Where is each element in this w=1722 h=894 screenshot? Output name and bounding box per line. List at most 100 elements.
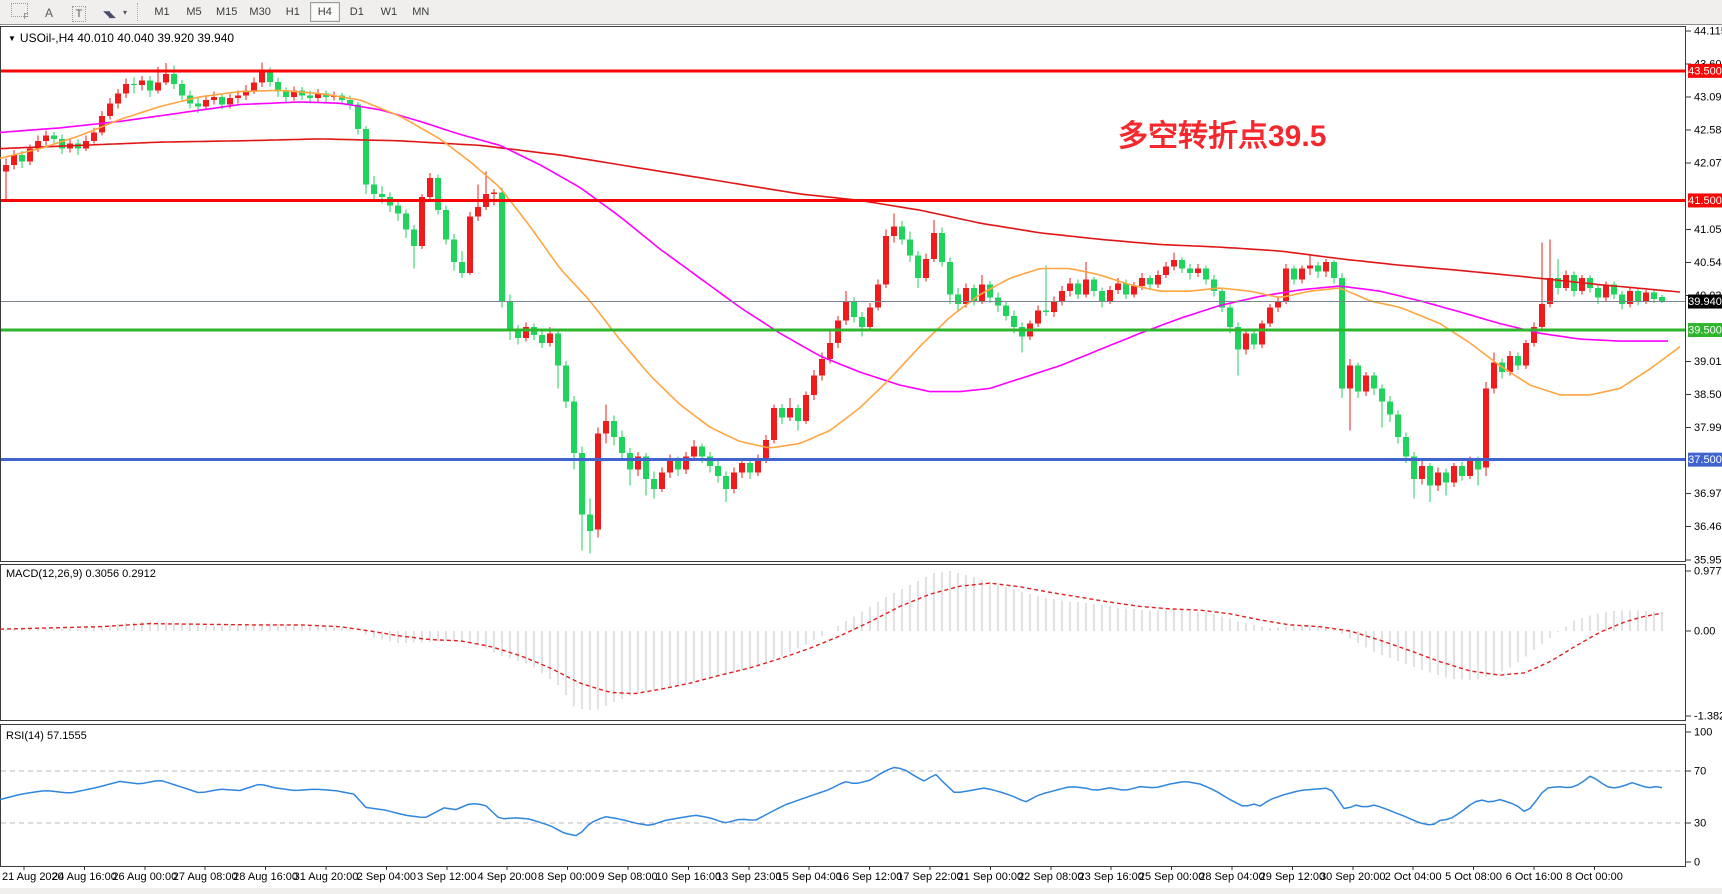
text-tool-icon[interactable]: T bbox=[68, 4, 90, 23]
svg-text:41.055: 41.055 bbox=[1694, 224, 1722, 236]
timeframe-button-w1[interactable]: W1 bbox=[374, 2, 404, 22]
timeframe-button-m5[interactable]: M5 bbox=[179, 2, 209, 22]
svg-text:43.500: 43.500 bbox=[1688, 65, 1722, 77]
time-label: 2 Oct 04:00 bbox=[1385, 871, 1442, 883]
svg-text:0: 0 bbox=[1694, 857, 1700, 869]
svg-text:37.995: 37.995 bbox=[1694, 422, 1722, 434]
time-label: 30 Sep 20:00 bbox=[1320, 871, 1385, 883]
time-label: 17 Sep 22:00 bbox=[897, 871, 962, 883]
symbol-ohlc-readout: USOil-,H4 40.010 40.040 39.920 39.940 bbox=[19, 31, 235, 45]
time-label: 31 Aug 20:00 bbox=[294, 871, 359, 883]
time-label: 24 Aug 16:00 bbox=[52, 871, 117, 883]
svg-text:38.505: 38.505 bbox=[1694, 389, 1722, 401]
macd-panel[interactable] bbox=[0, 564, 1686, 721]
timeframe-button-group: M1 M5 M15 M30 H1 H4 D1 W1 MN bbox=[146, 2, 437, 22]
time-label: 28 Aug 16:00 bbox=[233, 871, 298, 883]
svg-text:100: 100 bbox=[1694, 727, 1712, 739]
time-label: 5 Oct 08:00 bbox=[1445, 871, 1502, 883]
label-tool-icon-glyph: A bbox=[44, 5, 53, 20]
timeframe-button-m1[interactable]: M1 bbox=[147, 2, 177, 22]
svg-text:30: 30 bbox=[1694, 818, 1706, 830]
svg-text:39.500: 39.500 bbox=[1688, 325, 1722, 337]
time-label: 21 Aug 2020 bbox=[2, 871, 64, 883]
cursor-tool-caret-icon[interactable]: ▾ bbox=[123, 7, 128, 17]
rsi-line bbox=[0, 766, 1663, 837]
svg-text:36.975: 36.975 bbox=[1694, 488, 1722, 500]
svg-text:40.545: 40.545 bbox=[1694, 257, 1722, 269]
cursor-tool-icon-glyph: ◥◣ bbox=[103, 8, 116, 19]
time-label: 8 Sep 00:00 bbox=[538, 871, 597, 883]
candlestick-series bbox=[3, 62, 1665, 554]
time-label: 25 Sep 00:00 bbox=[1139, 871, 1204, 883]
macd-indicator-label: MACD(12,26,9) 0.3056 0.2912 bbox=[6, 568, 156, 580]
ma-magenta-line bbox=[0, 101, 1668, 393]
timeframe-button-m30[interactable]: M30 bbox=[244, 2, 275, 22]
time-label: 3 Sep 12:00 bbox=[417, 871, 476, 883]
time-label: 23 Sep 16:00 bbox=[1078, 871, 1143, 883]
rsi-axis: 100 70 30 0 bbox=[1686, 727, 1712, 869]
fibonacci-tool-icon[interactable] bbox=[8, 0, 30, 21]
ma-red-line bbox=[0, 138, 1681, 293]
time-label: 28 Sep 04:00 bbox=[1199, 871, 1264, 883]
time-label: 9 Sep 08:00 bbox=[598, 871, 657, 883]
timeframe-button-h4[interactable]: H4 bbox=[309, 2, 340, 22]
svg-text:0.00: 0.00 bbox=[1694, 626, 1715, 638]
price-badge-37.500: 37.500 bbox=[1688, 452, 1722, 467]
timeframe-button-m15[interactable]: M15 bbox=[211, 2, 242, 22]
main-panel[interactable] bbox=[0, 26, 1686, 562]
macd-histogram bbox=[5, 570, 1663, 711]
svg-text:43.095: 43.095 bbox=[1694, 92, 1722, 104]
time-label: 8 Oct 00:00 bbox=[1566, 871, 1623, 883]
svg-text:42.585: 42.585 bbox=[1694, 125, 1722, 137]
price-badge-39.940: 39.940 bbox=[1688, 294, 1722, 309]
timeframe-button-d1[interactable]: D1 bbox=[342, 2, 372, 22]
symbol-dropdown-icon[interactable]: ▼ bbox=[8, 34, 16, 43]
rsi-indicator-label: RSI(14) 57.1555 bbox=[6, 730, 87, 742]
fibonacci-tool-icon-glyph bbox=[10, 2, 29, 21]
cursor-tool-icon[interactable]: ◥◣ bbox=[98, 5, 120, 24]
drawing-tools-group: A T ◥◣ bbox=[0, 0, 120, 24]
time-label: 21 Sep 00:00 bbox=[958, 871, 1023, 883]
svg-text:41.500: 41.500 bbox=[1688, 195, 1722, 207]
svg-text:39.015: 39.015 bbox=[1694, 356, 1722, 368]
svg-text:-1.382: -1.382 bbox=[1694, 710, 1722, 722]
svg-text:70: 70 bbox=[1694, 766, 1706, 778]
toolbar-separator bbox=[137, 3, 139, 21]
label-tool-icon[interactable]: A bbox=[38, 3, 60, 22]
time-label: 4 Sep 20:00 bbox=[478, 871, 537, 883]
timeframe-button-mn[interactable]: MN bbox=[406, 2, 436, 22]
price-axis[interactable]: 44.11543.60543.09542.58542.07541.05540.5… bbox=[1686, 26, 1722, 567]
time-label: 2 Sep 04:00 bbox=[357, 871, 416, 883]
svg-text:37.500: 37.500 bbox=[1688, 454, 1722, 466]
time-label: 15 Sep 04:00 bbox=[776, 871, 841, 883]
ma-orange-line bbox=[0, 89, 1681, 449]
svg-text:0.9779: 0.9779 bbox=[1694, 565, 1722, 577]
bottom-strip bbox=[0, 888, 1722, 894]
symbol-info[interactable]: ▼ USOil-,H4 40.010 40.040 39.920 39.940 bbox=[8, 31, 234, 45]
svg-text:39.940: 39.940 bbox=[1688, 296, 1722, 308]
timeframe-button-h1[interactable]: H1 bbox=[278, 2, 308, 22]
price-badge-39.500: 39.500 bbox=[1688, 323, 1722, 338]
rsi-panel[interactable] bbox=[0, 724, 1686, 867]
text-tool-icon-glyph: T bbox=[71, 5, 87, 22]
svg-text:42.075: 42.075 bbox=[1694, 158, 1722, 170]
macd-axis: 0.9779 0.00 -1.382 bbox=[1686, 565, 1722, 722]
time-label: 13 Sep 23:00 bbox=[716, 871, 781, 883]
time-label: 10 Sep 16:00 bbox=[656, 871, 721, 883]
time-label: 6 Oct 16:00 bbox=[1506, 871, 1563, 883]
time-label: 29 Sep 12:00 bbox=[1260, 871, 1325, 883]
time-label: 16 Sep 12:00 bbox=[837, 871, 902, 883]
macd-signal-line bbox=[0, 582, 1663, 695]
svg-text:44.115: 44.115 bbox=[1694, 26, 1722, 38]
price-badge-41.500: 41.500 bbox=[1688, 193, 1722, 208]
svg-text:36.465: 36.465 bbox=[1694, 521, 1722, 533]
chart-annotation-text: 多空转折点39.5 bbox=[1118, 120, 1327, 153]
price-badge-43.500: 43.500 bbox=[1688, 63, 1722, 78]
svg-text:35.955: 35.955 bbox=[1694, 554, 1722, 566]
time-label: 22 Sep 08:00 bbox=[1018, 871, 1083, 883]
time-label: 27 Aug 08:00 bbox=[173, 871, 238, 883]
